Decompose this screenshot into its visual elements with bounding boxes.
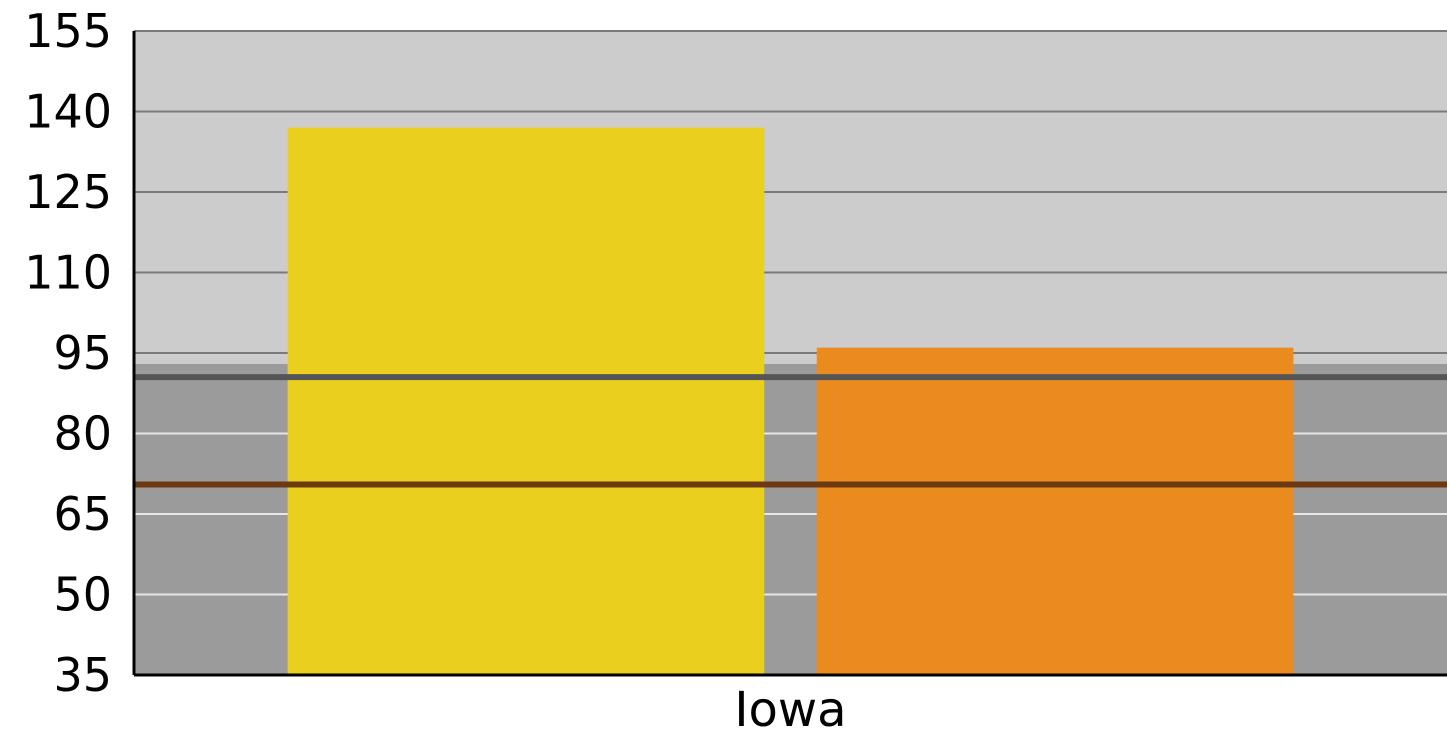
y-tick-labels: 35 50 65 80 95 110 125 140 155 xyxy=(24,4,112,702)
y-tick-label-35: 35 xyxy=(53,648,112,702)
y-tick-label-110: 110 xyxy=(24,246,112,300)
x-category-label-iowa: Iowa xyxy=(734,682,846,737)
y-tick-label-155: 155 xyxy=(24,4,112,58)
y-tick-label-80: 80 xyxy=(53,407,112,461)
bar-series-1-iowa xyxy=(817,348,1294,675)
bar-series-0-iowa xyxy=(288,128,765,675)
y-tick-label-50: 50 xyxy=(53,568,112,622)
y-tick-label-65: 65 xyxy=(53,487,112,541)
y-tick-label-125: 125 xyxy=(24,165,112,219)
x-category-labels: Iowa xyxy=(734,682,846,737)
y-tick-label-95: 95 xyxy=(53,326,112,380)
y-tick-label-140: 140 xyxy=(24,85,112,139)
